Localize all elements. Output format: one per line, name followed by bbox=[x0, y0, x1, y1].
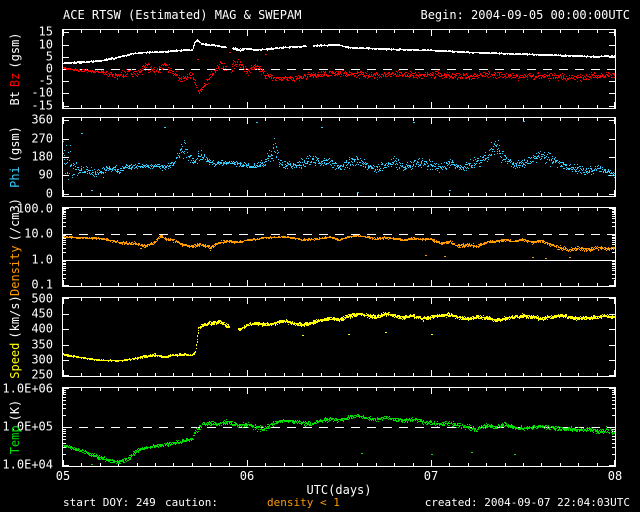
y-tick-label: 1.0E+04 bbox=[2, 457, 53, 472]
y-tick-label: 15 bbox=[38, 24, 53, 39]
y-tick-label: 100.0 bbox=[16, 201, 53, 216]
y-tick-label: 10 bbox=[38, 36, 53, 51]
y-axis-label-part: (gsm) bbox=[8, 32, 22, 69]
y-axis-label-part: (K) bbox=[8, 399, 22, 422]
plot-title: ACE RTSW (Estimated) MAG & SWEPAM bbox=[63, 8, 302, 22]
y-axis-label-part: (gsm) bbox=[8, 126, 22, 163]
y-tick-label: 1.0 bbox=[31, 252, 53, 267]
x-tick-07: 07 bbox=[423, 469, 439, 483]
y-tick-label: 90 bbox=[38, 167, 53, 182]
y-axis-label-part: Bz bbox=[8, 72, 22, 88]
y-tick-label: 0 bbox=[45, 185, 53, 200]
y-axis-label-phi: Phi (gsm) bbox=[8, 124, 22, 190]
y-tick-label: 10.0 bbox=[24, 226, 53, 241]
y-tick-label: -15 bbox=[31, 97, 53, 112]
y-tick-labels-4: 1.0E+06 1.0E+05 1.0E+04 bbox=[0, 381, 58, 472]
y-tick-label: 270 bbox=[31, 131, 53, 146]
y-tick-label: 300 bbox=[31, 352, 53, 367]
y-tick-label: 450 bbox=[31, 305, 53, 320]
y-tick-label: 1.0E+05 bbox=[2, 419, 53, 434]
y-tick-label: 0 bbox=[45, 61, 53, 76]
y-tick-label: -10 bbox=[31, 85, 53, 100]
y-tick-labels-2: 100.0 10.0 1.0 0.1 bbox=[0, 201, 58, 292]
y-axis-label-speed: Speed (km/s) bbox=[8, 293, 22, 380]
y-axis-label-part: Temp bbox=[8, 425, 22, 455]
phi-plot-area bbox=[63, 118, 615, 196]
x-tick-05: 05 bbox=[55, 469, 71, 483]
y-axis-label-part: Phi bbox=[8, 166, 22, 188]
y-axis-label-bt-bz: Bt Bz (gsm) bbox=[8, 30, 22, 107]
panel-bt-bz bbox=[62, 29, 616, 109]
panel-speed bbox=[62, 297, 616, 377]
y-tick-label: 1.0E+06 bbox=[2, 381, 53, 396]
y-tick-label: 0.1 bbox=[31, 277, 53, 292]
y-axis-label-part: Density bbox=[8, 245, 22, 296]
y-axis-label-part: (km/s) bbox=[8, 295, 22, 339]
y-tick-label: 250 bbox=[31, 367, 53, 382]
y-axis-label-part: Speed bbox=[8, 342, 22, 379]
y-axis-label-temp: Temp (K) bbox=[8, 398, 22, 457]
speed-plot-area bbox=[63, 298, 615, 376]
y-tick-label: 350 bbox=[31, 337, 53, 352]
start-doy-text: start DOY: 249 bbox=[63, 496, 156, 509]
created-timestamp: created: 2004-09-07 22:04:03UTC bbox=[424, 496, 630, 509]
density-plot-area bbox=[63, 208, 615, 286]
temp-plot-area bbox=[63, 388, 615, 466]
y-tick-labels-1: 360 270 180 90 0 bbox=[0, 113, 58, 200]
x-axis-label: UTC(days) bbox=[306, 483, 372, 497]
y-axis-label-part: Bt bbox=[8, 91, 22, 106]
bt-bz-plot-area bbox=[63, 30, 615, 108]
y-tick-label: 500 bbox=[31, 291, 53, 306]
y-axis-label-part: (/cm3) bbox=[8, 198, 22, 242]
caution-value: density < 1 bbox=[267, 496, 340, 509]
caution-label: caution: bbox=[165, 496, 218, 509]
y-tick-label: -5 bbox=[38, 73, 53, 88]
x-tick-08: 08 bbox=[607, 469, 623, 483]
y-tick-label: 5 bbox=[45, 49, 53, 64]
y-tick-label: 180 bbox=[31, 149, 53, 164]
x-tick-06: 06 bbox=[239, 469, 255, 483]
panel-temp bbox=[62, 387, 616, 467]
y-axis-label-density: Density (/cm3) bbox=[8, 196, 22, 298]
begin-timestamp: Begin: 2004-09-05 00:00:00UTC bbox=[420, 8, 630, 22]
panel-density bbox=[62, 207, 616, 287]
y-tick-label: 400 bbox=[31, 321, 53, 336]
y-tick-labels-0: 15 10 5 0 -5 -10 -15 bbox=[0, 25, 58, 112]
y-tick-labels-3: 500 450 400 350 300 250 bbox=[0, 291, 58, 382]
panel-phi bbox=[62, 117, 616, 197]
y-tick-label: 360 bbox=[31, 112, 53, 127]
